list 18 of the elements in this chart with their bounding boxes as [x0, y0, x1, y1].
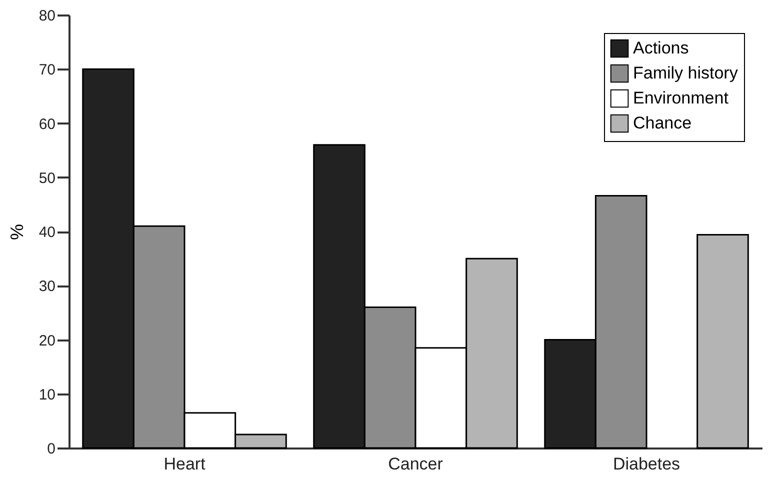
- legend-label: Actions: [633, 38, 689, 58]
- x-tick-label: Diabetes: [612, 454, 680, 474]
- y-tick-label: 50: [38, 170, 56, 187]
- y-tick-label: 10: [38, 386, 56, 404]
- y-tick-label: 70: [38, 62, 56, 79]
- legend-label: Family history: [633, 64, 738, 82]
- legend-label: Environment: [633, 88, 729, 108]
- legend-label: Chance: [633, 114, 692, 132]
- y-tick-label: 20: [38, 332, 56, 350]
- x-tick-label: Cancer: [388, 454, 444, 474]
- y-tick-label: 40: [38, 224, 56, 241]
- y-tick-label: 80: [38, 8, 56, 24]
- bar: [696, 234, 749, 449]
- y-tick-label: 30: [38, 278, 56, 296]
- y-tick-label: 60: [38, 116, 56, 133]
- y-axis-title: %: [6, 224, 27, 240]
- y-tick-label: 0: [47, 440, 56, 458]
- x-tick-label: Heart: [164, 454, 206, 474]
